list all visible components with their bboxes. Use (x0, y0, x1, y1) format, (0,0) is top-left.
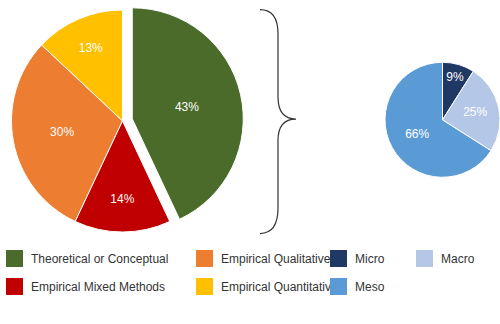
svg-text:9%: 9% (446, 70, 464, 84)
html-text:Theoretical or Conceptual: Theoretical or Conceptual (31, 251, 169, 266)
html-text:Empirical Qualitative: Empirical Qualitative (221, 251, 331, 266)
svg-text:13%: 13% (79, 41, 103, 55)
html-text:Empirical Quantitative: Empirical Quantitative (221, 279, 338, 294)
svg-text:66%: 66% (405, 127, 429, 141)
html-text:Empirical Mixed Methods: Empirical Mixed Methods (31, 279, 165, 294)
svg-text:25%: 25% (463, 105, 487, 119)
html-text:Micro: Micro (355, 251, 385, 266)
svg-text:30%: 30% (50, 125, 74, 139)
html-text:Meso: Meso (355, 279, 385, 294)
svg-text:43%: 43% (175, 100, 199, 114)
svg-text:14%: 14% (110, 192, 134, 206)
html-text:Macro: Macro (441, 251, 475, 266)
